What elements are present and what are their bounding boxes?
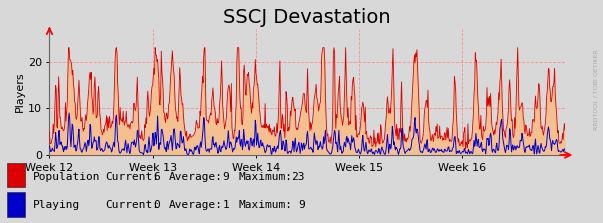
Text: Current:: Current: xyxy=(106,172,160,182)
Title: SSCJ Devastation: SSCJ Devastation xyxy=(224,8,391,27)
Bar xyxy=(7,163,25,187)
Text: Average:: Average: xyxy=(169,172,223,182)
Text: 9: 9 xyxy=(298,200,305,210)
Text: Maximum:: Maximum: xyxy=(238,200,292,210)
Text: 1: 1 xyxy=(223,200,229,210)
Text: Playing: Playing xyxy=(33,200,80,210)
Text: Population: Population xyxy=(33,172,101,182)
Text: Current:: Current: xyxy=(106,200,160,210)
Text: 23: 23 xyxy=(291,172,305,182)
Text: 6: 6 xyxy=(153,172,160,182)
Text: Average:: Average: xyxy=(169,200,223,210)
Text: 0: 0 xyxy=(153,200,160,210)
Bar xyxy=(7,192,25,217)
Y-axis label: Players: Players xyxy=(15,72,25,112)
Text: RRDTOOL / TOBI OETIKER: RRDTOOL / TOBI OETIKER xyxy=(593,49,598,130)
Text: Maximum:: Maximum: xyxy=(238,172,292,182)
Text: 9: 9 xyxy=(223,172,229,182)
